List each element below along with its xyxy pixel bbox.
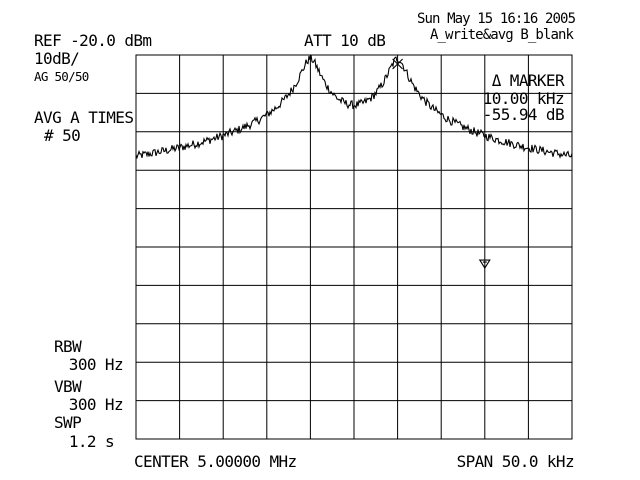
marker-level-readout: -55.94 dB bbox=[482, 105, 565, 124]
sweep-value: 1.2 s bbox=[68, 432, 115, 451]
span-label: SPAN 50.0 kHz bbox=[456, 452, 575, 471]
center-frequency-label: CENTER 5.00000 MHz bbox=[134, 452, 297, 471]
scale-label: 10dB/ bbox=[34, 49, 80, 68]
spectrum-trace bbox=[135, 54, 573, 160]
markers-layer bbox=[392, 58, 491, 270]
attenuation-label: ATT 10 dB bbox=[304, 31, 386, 50]
sweep-label: SWP bbox=[54, 413, 82, 432]
marker-freq-readout: 10.00 kHz bbox=[482, 89, 565, 108]
graticule-grid bbox=[135, 54, 573, 440]
ref-level-label: REF -20.0 dBm bbox=[34, 31, 152, 50]
vbw-label: VBW bbox=[54, 377, 82, 396]
rbw-value: 300 Hz bbox=[68, 355, 124, 374]
rbw-label: RBW bbox=[54, 337, 82, 356]
avg-gate-label: AG 50/50 bbox=[34, 69, 89, 84]
marker-title-label: Δ MARKER bbox=[491, 71, 565, 90]
trace-mode-label: A_write&avg B_blank bbox=[430, 27, 574, 43]
reference-marker-x bbox=[392, 58, 403, 70]
datetime-label: Sun May 15 16:16 2005 bbox=[417, 11, 576, 27]
avg-times-label: AVG A TIMES bbox=[34, 108, 134, 127]
avg-count-label: # 50 bbox=[44, 126, 81, 145]
vbw-value: 300 Hz bbox=[68, 395, 124, 414]
delta-marker-triangle bbox=[478, 259, 491, 270]
